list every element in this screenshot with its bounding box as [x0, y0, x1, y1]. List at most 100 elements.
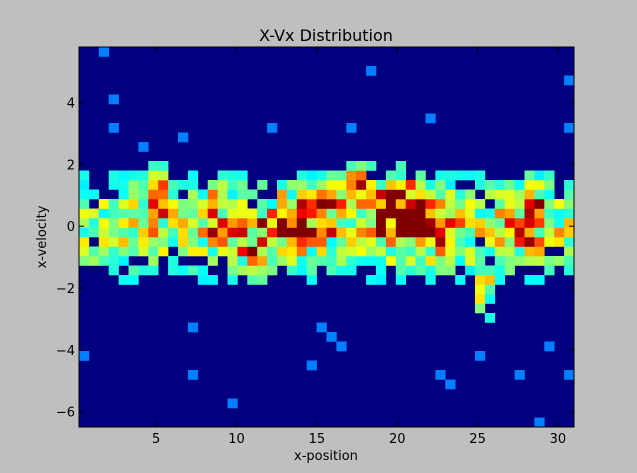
- heatmap-cell: [395, 199, 406, 209]
- heatmap-cell: [425, 265, 436, 276]
- heatmap-cell: [395, 256, 406, 266]
- heatmap-cell: [415, 218, 426, 228]
- heatmap-cell: [336, 189, 347, 200]
- heatmap-cell: [217, 189, 228, 200]
- heatmap-cell: [435, 218, 446, 228]
- heatmap-cell: [346, 189, 357, 200]
- heatmap-cell: [306, 189, 317, 200]
- heatmap-cell: [138, 265, 149, 276]
- heatmap-cell: [257, 208, 268, 219]
- heatmap-cell: [267, 199, 278, 209]
- heatmap-cell: [79, 189, 90, 200]
- heatmap-cell: [257, 199, 268, 209]
- heatmap-cell: [385, 237, 397, 247]
- heatmap-cell: [108, 218, 119, 228]
- heatmap-cell: [385, 256, 397, 266]
- heatmap-cell: [227, 265, 238, 276]
- heatmap-cell: [128, 265, 139, 276]
- heatmap-cell: [366, 208, 377, 219]
- heatmap-cell: [187, 322, 199, 333]
- heatmap-cell: [514, 199, 525, 209]
- heatmap-cell: [118, 237, 129, 247]
- heatmap-cell: [108, 199, 119, 209]
- heatmap-cell: [475, 199, 486, 209]
- heatmap-cell: [376, 180, 387, 190]
- heatmap-cell: [455, 237, 466, 247]
- heatmap-cell: [217, 180, 228, 190]
- heatmap-cell: [158, 180, 169, 190]
- heatmap-cell: [128, 218, 139, 228]
- heatmap-cell: [286, 180, 298, 190]
- heatmap-cell: [425, 208, 436, 219]
- heatmap-cell: [296, 256, 307, 266]
- heatmap-cell: [306, 265, 317, 276]
- heatmap-cell: [475, 227, 486, 238]
- heatmap-cell: [138, 208, 149, 219]
- heatmap-cell: [484, 265, 496, 276]
- heatmap-cell: [79, 351, 90, 361]
- heatmap-cell: [227, 246, 238, 257]
- heatmap-cell: [79, 227, 90, 238]
- x-tick-label: 30: [550, 432, 567, 447]
- heatmap-cell: [484, 180, 496, 190]
- heatmap-cell: [326, 199, 337, 209]
- y-tick-label: −4: [56, 344, 75, 359]
- heatmap-cell: [465, 208, 476, 219]
- heatmap-cell: [475, 208, 486, 219]
- heatmap-cell: [376, 189, 387, 200]
- heatmap-cell: [138, 227, 149, 238]
- heatmap-cell: [118, 246, 129, 257]
- x-tick-label: 15: [309, 432, 326, 447]
- heatmap-cell: [296, 265, 307, 276]
- heatmap-cell: [128, 180, 139, 190]
- heatmap-cell: [247, 275, 258, 285]
- heatmap-cell: [128, 227, 139, 238]
- heatmap-cell: [296, 199, 307, 209]
- heatmap-cell: [108, 246, 119, 257]
- heatmap-cell: [267, 123, 278, 133]
- heatmap-cell: [257, 256, 268, 266]
- heatmap-cell: [514, 246, 525, 257]
- heatmap-cell: [405, 265, 416, 276]
- heatmap-cell: [524, 189, 535, 200]
- heatmap-cell: [465, 189, 476, 200]
- heatmap-cell: [524, 170, 535, 181]
- heatmap-cell: [445, 237, 456, 247]
- heatmap-cell: [178, 180, 189, 190]
- heatmap-cell: [425, 227, 436, 238]
- heatmap-cells: [79, 47, 575, 428]
- heatmap-cell: [346, 208, 357, 219]
- heatmap-cell: [366, 227, 377, 238]
- heatmap-cell: [168, 227, 179, 238]
- heatmap-cell: [346, 123, 357, 133]
- heatmap-cell: [197, 246, 208, 257]
- heatmap-cell: [178, 218, 189, 228]
- heatmap-cell: [494, 275, 505, 285]
- heatmap-cell: [108, 227, 119, 238]
- heatmap-cell: [336, 218, 347, 228]
- heatmap-cell: [98, 199, 109, 209]
- heatmap-cell: [286, 227, 298, 238]
- heatmap-cell: [425, 218, 436, 228]
- heatmap-cell: [247, 246, 258, 257]
- heatmap-cell: [445, 189, 456, 200]
- heatmap-cell: [237, 256, 248, 266]
- heatmap-cell: [88, 218, 100, 228]
- heatmap-cell: [168, 189, 179, 200]
- heatmap-cell: [286, 237, 298, 247]
- heatmap-cell: [465, 256, 476, 266]
- heatmap-cell: [435, 189, 446, 200]
- heatmap-cell: [326, 208, 337, 219]
- heatmap-cell: [148, 256, 159, 266]
- heatmap-cell: [237, 208, 248, 219]
- heatmap-cell: [504, 237, 515, 247]
- heatmap-cell: [465, 227, 476, 238]
- heatmap-cell: [118, 180, 129, 190]
- heatmap-cell: [277, 227, 288, 238]
- heatmap-cell: [415, 237, 426, 247]
- heatmap-cell: [267, 218, 278, 228]
- heatmap-cell: [376, 218, 387, 228]
- heatmap-cell: [534, 180, 545, 190]
- heatmap-cell: [385, 208, 397, 219]
- heatmap-cell: [187, 227, 199, 238]
